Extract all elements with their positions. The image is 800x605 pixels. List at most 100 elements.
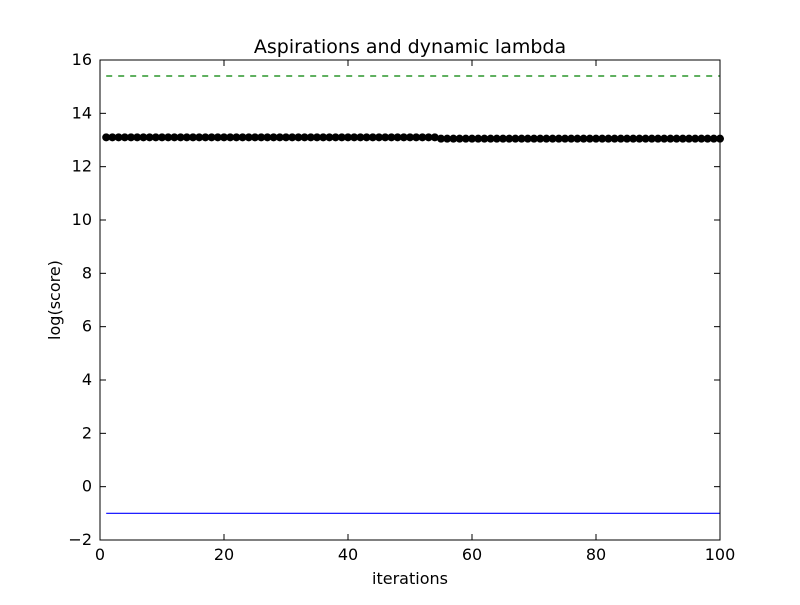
y-tick-label: 8	[82, 263, 92, 282]
series-marker	[306, 133, 315, 142]
series-marker	[548, 134, 557, 143]
series-marker	[294, 133, 303, 142]
x-tick-label: 40	[338, 545, 358, 564]
series-marker	[666, 134, 675, 143]
series-marker	[554, 134, 563, 143]
series-marker	[542, 134, 551, 143]
series-marker	[517, 134, 526, 143]
series-marker	[610, 134, 619, 143]
series-marker	[430, 133, 439, 142]
series-marker	[449, 134, 458, 143]
series-marker	[480, 134, 489, 143]
series-marker	[195, 133, 204, 142]
series-marker	[356, 133, 365, 142]
series-marker	[585, 134, 594, 143]
series-marker	[381, 133, 390, 142]
series-marker	[368, 133, 377, 142]
series-marker	[108, 133, 117, 142]
series-marker	[337, 133, 346, 142]
series-marker	[145, 133, 154, 142]
series-marker	[424, 133, 433, 142]
series-marker	[629, 134, 638, 143]
x-tick-label: 0	[95, 545, 105, 564]
series-marker	[691, 134, 700, 143]
series-marker	[325, 133, 334, 142]
y-tick-label: 16	[72, 50, 92, 69]
series-marker	[685, 134, 693, 143]
x-tick-label: 60	[462, 545, 482, 564]
series-marker	[697, 134, 706, 143]
series-marker	[164, 133, 173, 142]
x-tick-label: 100	[705, 545, 736, 564]
series-marker	[226, 133, 235, 142]
series-marker	[251, 133, 259, 142]
series-marker	[499, 134, 507, 143]
x-tick-label: 80	[586, 545, 606, 564]
series-marker	[567, 134, 576, 143]
series-marker	[604, 134, 613, 143]
series-marker	[523, 134, 532, 143]
series-marker	[505, 134, 514, 143]
series-marker	[623, 134, 631, 143]
series-marker	[127, 133, 135, 142]
series-marker	[474, 134, 483, 143]
series-marker	[387, 133, 396, 142]
series-marker	[709, 134, 718, 143]
series-marker	[406, 133, 414, 142]
y-tick-label: 14	[72, 103, 92, 122]
series-marker	[300, 133, 309, 142]
y-tick-label: 0	[82, 477, 92, 496]
series-marker	[592, 134, 600, 143]
series-layer	[102, 75, 724, 514]
series-marker	[375, 133, 383, 142]
series-marker	[579, 134, 588, 143]
series-marker	[486, 134, 495, 143]
series-marker	[120, 133, 129, 142]
series-marker	[133, 133, 142, 142]
chart-title: Aspirations and dynamic lambda	[254, 36, 566, 58]
series-marker	[455, 134, 464, 143]
series-marker	[437, 134, 445, 143]
y-tick-label: 10	[72, 210, 92, 229]
series-marker	[678, 134, 687, 143]
series-marker	[201, 133, 210, 142]
series-marker	[313, 133, 321, 142]
series-marker	[443, 134, 452, 143]
series-marker	[288, 133, 297, 142]
y-tick-label: 4	[82, 370, 92, 389]
series-marker	[244, 133, 253, 142]
series-marker	[114, 133, 123, 142]
y-tick-label: 12	[72, 157, 92, 176]
series-marker	[319, 133, 328, 142]
series-marker	[151, 133, 160, 142]
series-marker	[207, 133, 216, 142]
series-marker	[703, 134, 712, 143]
series-marker	[461, 134, 470, 143]
series-marker	[170, 133, 179, 142]
series-marker	[362, 133, 371, 142]
series-marker	[635, 134, 644, 143]
series-marker	[350, 133, 359, 142]
series-marker	[641, 134, 650, 143]
y-axis-label: log(score)	[45, 260, 64, 340]
series-marker	[412, 133, 421, 142]
series-marker	[189, 133, 197, 142]
x-tick-label: 20	[214, 545, 234, 564]
series-marker	[331, 133, 340, 142]
series-marker	[213, 133, 222, 142]
y-tick-label: −2	[68, 530, 92, 549]
series-marker	[282, 133, 290, 142]
series-marker	[139, 133, 148, 142]
series-marker	[536, 134, 545, 143]
series-marker	[263, 133, 272, 142]
series-marker	[672, 134, 681, 143]
series-marker	[573, 134, 582, 143]
series-marker	[654, 134, 662, 143]
series-marker	[102, 133, 111, 142]
series-marker	[418, 133, 427, 142]
series-marker	[158, 133, 166, 142]
series-marker	[238, 133, 247, 142]
series-marker	[275, 133, 284, 142]
series-marker	[647, 134, 656, 143]
